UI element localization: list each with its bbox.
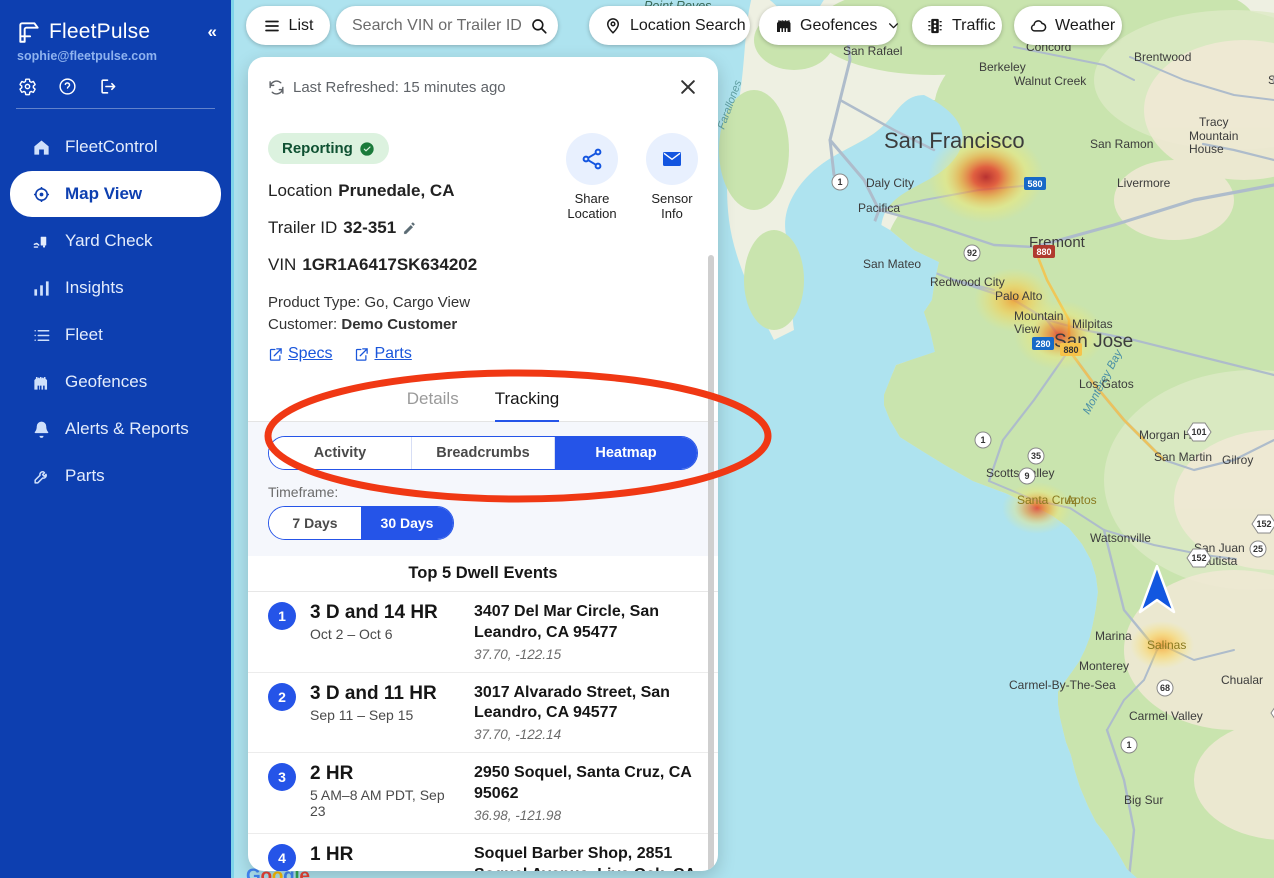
svg-text:Livermore: Livermore bbox=[1117, 176, 1171, 190]
svg-text:Berkeley: Berkeley bbox=[979, 60, 1026, 74]
svg-text:Pacifica: Pacifica bbox=[858, 201, 900, 215]
svg-text:San Mateo: San Mateo bbox=[863, 257, 921, 271]
svg-text:San Ramon: San Ramon bbox=[1090, 137, 1153, 151]
svg-text:580: 580 bbox=[1027, 179, 1042, 189]
svg-text:25: 25 bbox=[1253, 544, 1263, 554]
svg-text:Carmel-By-The-Sea: Carmel-By-The-Sea bbox=[1009, 678, 1116, 692]
svg-text:9: 9 bbox=[1024, 471, 1029, 481]
svg-text:Big Sur: Big Sur bbox=[1124, 793, 1163, 807]
svg-text:Salinas: Salinas bbox=[1147, 638, 1186, 652]
svg-text:Daly City: Daly City bbox=[866, 176, 914, 190]
svg-text:1: 1 bbox=[1126, 740, 1131, 750]
svg-text:92: 92 bbox=[967, 248, 977, 258]
svg-text:880: 880 bbox=[1063, 345, 1078, 355]
svg-text:Mountain: Mountain bbox=[1189, 129, 1238, 143]
svg-text:Mountain: Mountain bbox=[1014, 309, 1063, 323]
svg-text:Monterey: Monterey bbox=[1079, 659, 1129, 673]
svg-text:House: House bbox=[1189, 142, 1224, 156]
svg-text:Carmel Valley: Carmel Valley bbox=[1129, 709, 1203, 723]
svg-text:68: 68 bbox=[1160, 683, 1170, 693]
svg-text:Gilroy: Gilroy bbox=[1222, 453, 1253, 467]
svg-text:152: 152 bbox=[1256, 519, 1271, 529]
svg-text:Palo Alto: Palo Alto bbox=[995, 289, 1043, 303]
svg-text:San Martin: San Martin bbox=[1154, 450, 1212, 464]
svg-text:Los Gatos: Los Gatos bbox=[1079, 377, 1134, 391]
svg-text:Watsonville: Watsonville bbox=[1090, 531, 1151, 545]
svg-text:San Francisco: San Francisco bbox=[884, 128, 1025, 153]
svg-text:Chualar: Chualar bbox=[1221, 673, 1263, 687]
svg-text:Brentwood: Brentwood bbox=[1134, 50, 1191, 64]
svg-text:101: 101 bbox=[1191, 427, 1206, 437]
svg-text:Aptos: Aptos bbox=[1066, 493, 1097, 507]
svg-text:Walnut Creek: Walnut Creek bbox=[1014, 74, 1087, 88]
svg-text:152: 152 bbox=[1191, 553, 1206, 563]
svg-text:880: 880 bbox=[1036, 247, 1051, 257]
svg-text:San Rafael: San Rafael bbox=[843, 44, 902, 58]
svg-text:Marina: Marina bbox=[1095, 629, 1132, 643]
svg-text:Tracy: Tracy bbox=[1199, 115, 1229, 129]
svg-text:1: 1 bbox=[980, 435, 985, 445]
svg-text:View: View bbox=[1014, 322, 1040, 336]
svg-text:1: 1 bbox=[837, 177, 842, 187]
svg-text:280: 280 bbox=[1035, 339, 1050, 349]
svg-text:Redwood City: Redwood City bbox=[930, 275, 1005, 289]
svg-text:Milpitas: Milpitas bbox=[1072, 317, 1113, 331]
svg-text:35: 35 bbox=[1031, 451, 1041, 461]
